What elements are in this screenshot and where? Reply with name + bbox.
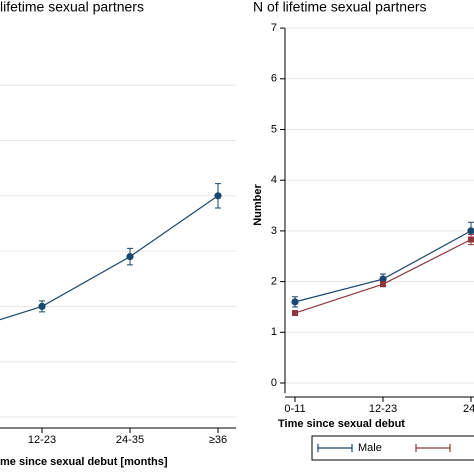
x-tick-label: 0-11 (284, 403, 305, 415)
x-axis-title: me since sexual debut [months] (0, 456, 168, 468)
point (126, 253, 134, 261)
x-tick-label: 24- (463, 403, 474, 415)
point (214, 192, 222, 200)
point (38, 302, 46, 310)
y-tick-label: 6 (271, 73, 277, 85)
x-tick-label: 24-35 (116, 434, 144, 446)
legend-swatch (415, 444, 451, 452)
series-line (0, 195, 219, 321)
point (292, 310, 298, 317)
legend-label: Male (358, 442, 382, 454)
x-axis-title: Time since sexual debut (278, 418, 405, 430)
y-axis-title: Number (252, 184, 264, 226)
plot: 12-23 24-35 ≥36 (0, 84, 236, 446)
legend-swatch (317, 444, 353, 452)
y-tick-label: 4 (271, 174, 277, 186)
chart-title: lifetime sexual partners (0, 0, 144, 15)
y-tick-label: 2 (271, 276, 277, 288)
y-tick-label: 1 (271, 326, 277, 338)
x-tick-label: ≥36 (209, 434, 227, 446)
plot: 0 1 2 3 4 5 6 7 0-11 12-23 24- (271, 22, 474, 415)
point (468, 236, 474, 243)
point (291, 298, 299, 306)
point (379, 275, 387, 283)
x-tick-label: 12-23 (28, 434, 56, 446)
x-tick-label: 12-23 (369, 403, 397, 415)
y-tick-label: 3 (271, 225, 277, 237)
y-tick-label: 5 (271, 123, 277, 135)
point (380, 281, 386, 288)
y-tick-label: 7 (271, 22, 277, 34)
chart-title: N of lifetime sexual partners (253, 0, 427, 15)
point (467, 227, 474, 235)
y-tick-label: 0 (271, 377, 277, 389)
